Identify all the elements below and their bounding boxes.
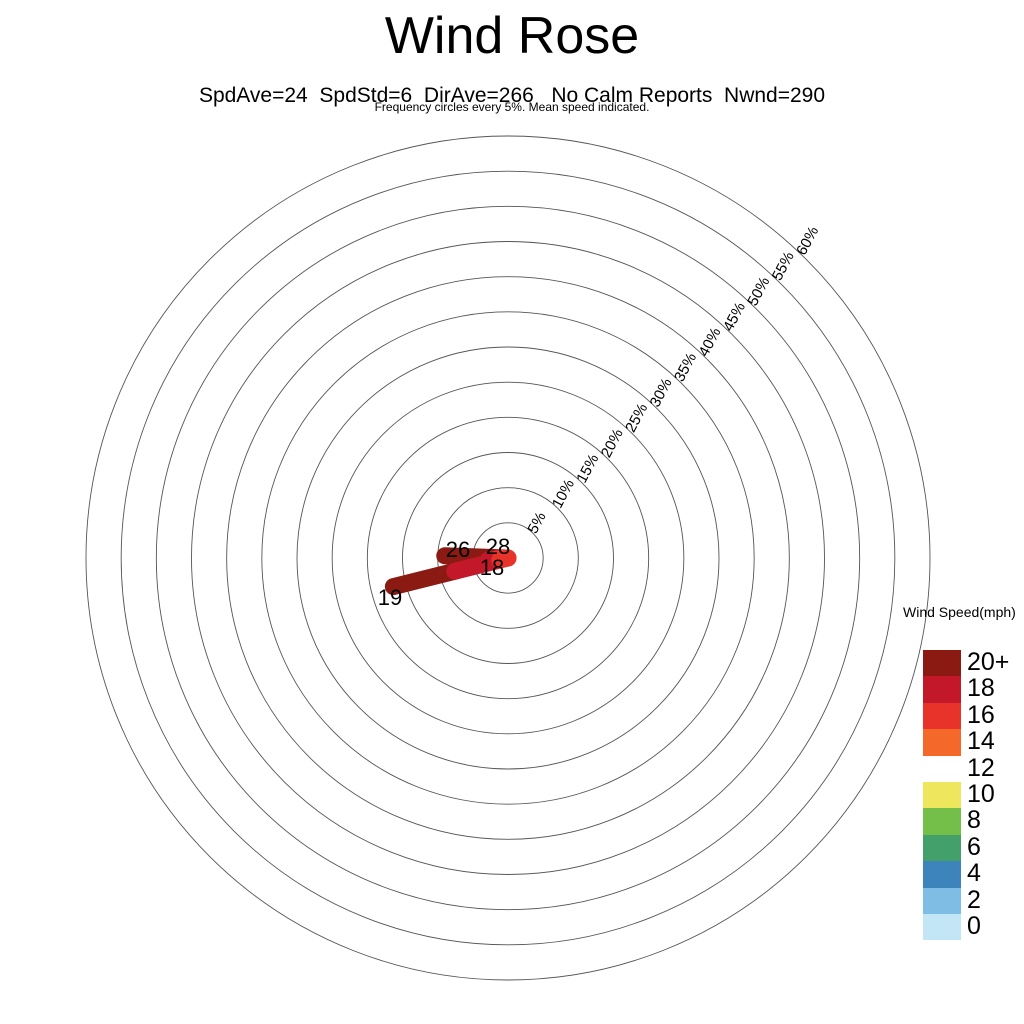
- legend-row: 4: [923, 859, 981, 888]
- radial-tick-label: 25%: [622, 401, 651, 435]
- legend-row: 0: [923, 912, 981, 941]
- legend-row: 2: [923, 886, 981, 914]
- legend-row: 12: [923, 754, 995, 782]
- mean-speed-label: 26: [446, 537, 470, 562]
- legend-color-swatch: [923, 756, 961, 782]
- radial-tick-label: 20%: [598, 426, 627, 460]
- legend-title: Wind Speed(mph): [903, 604, 1016, 620]
- legend-label: 4: [967, 859, 981, 888]
- frequency-ring: [261, 311, 755, 805]
- legend-row: 6: [923, 833, 981, 862]
- legend-color-swatch: [923, 781, 961, 809]
- legend-label: 16: [967, 700, 995, 729]
- radial-tick-label: 40%: [695, 325, 724, 359]
- wind-rose-petals: [384, 547, 517, 596]
- legend-label: 10: [967, 779, 995, 808]
- page-title: Wind Rose: [384, 7, 640, 65]
- legend-label: 2: [967, 885, 981, 914]
- legend-label: 0: [967, 911, 981, 940]
- legend-label: 18: [967, 674, 995, 703]
- radial-tick-label: 5%: [524, 509, 549, 536]
- frequency-ring: [120, 170, 896, 946]
- legend-row: 14: [923, 727, 995, 756]
- radial-tick-label: 45%: [720, 300, 749, 334]
- mean-speed-label: 28: [486, 534, 510, 559]
- mean-speed-label: 18: [480, 555, 504, 580]
- petal-wsw-long: [384, 549, 517, 596]
- frequency-note: Frequency circles every 5%. Mean speed i…: [374, 100, 650, 114]
- radial-tick-label: 50%: [744, 274, 773, 308]
- legend-row: 16: [923, 701, 995, 730]
- radial-tick-label: 10%: [549, 477, 578, 511]
- legend-color-swatch: [923, 887, 961, 914]
- legend-color-swatch: [923, 729, 961, 756]
- radial-tick-label: 60%: [793, 224, 822, 258]
- wind-speed-legend: 20+ 18 16 14 12 10 8 6 4 2 0: [923, 648, 1009, 941]
- legend-color-swatch: [923, 808, 961, 835]
- frequency-ring: [296, 346, 720, 770]
- legend-color-swatch: [923, 834, 961, 862]
- frequency-ring: [402, 452, 614, 664]
- summary-stats-line: SpdAve=24 SpdStd=6 DirAve=266 No Calm Re…: [198, 84, 826, 107]
- legend-color-swatch: [923, 913, 961, 941]
- legend-color-swatch: [923, 676, 961, 703]
- radial-tick-label: 55%: [769, 249, 798, 283]
- legend-label: 12: [967, 753, 995, 782]
- legend-label: 6: [967, 832, 981, 861]
- radial-tick-labels: 5%10%15%20%25%30%35%40%45%50%55%60%: [524, 224, 822, 537]
- frequency-rings: [85, 135, 931, 981]
- legend-label: 8: [967, 806, 981, 835]
- legend-label: 14: [967, 727, 995, 756]
- frequency-ring: [226, 276, 790, 840]
- legend-label: 20+: [967, 648, 1010, 676]
- legend-row: 8: [923, 806, 981, 835]
- frequency-ring: [155, 205, 861, 911]
- legend-row: 20+: [923, 648, 1009, 677]
- frequency-ring: [85, 135, 931, 981]
- mean-speed-labels: 28 26 18 19: [378, 534, 510, 610]
- radial-tick-label: 15%: [573, 451, 602, 485]
- legend-row: 10: [923, 780, 995, 809]
- frequency-ring: [191, 241, 825, 875]
- radial-tick-label: 30%: [647, 375, 676, 409]
- legend-color-swatch: [923, 861, 961, 888]
- legend-color-swatch: [923, 702, 961, 730]
- frequency-ring: [366, 416, 650, 700]
- radial-tick-label: 35%: [671, 350, 700, 384]
- frequency-ring: [331, 381, 685, 735]
- petal-segment: [384, 562, 464, 596]
- legend-row: 18: [923, 674, 995, 703]
- mean-speed-label: 19: [378, 585, 402, 610]
- petal-segment: [491, 549, 517, 569]
- legend-color-swatch: [923, 650, 961, 677]
